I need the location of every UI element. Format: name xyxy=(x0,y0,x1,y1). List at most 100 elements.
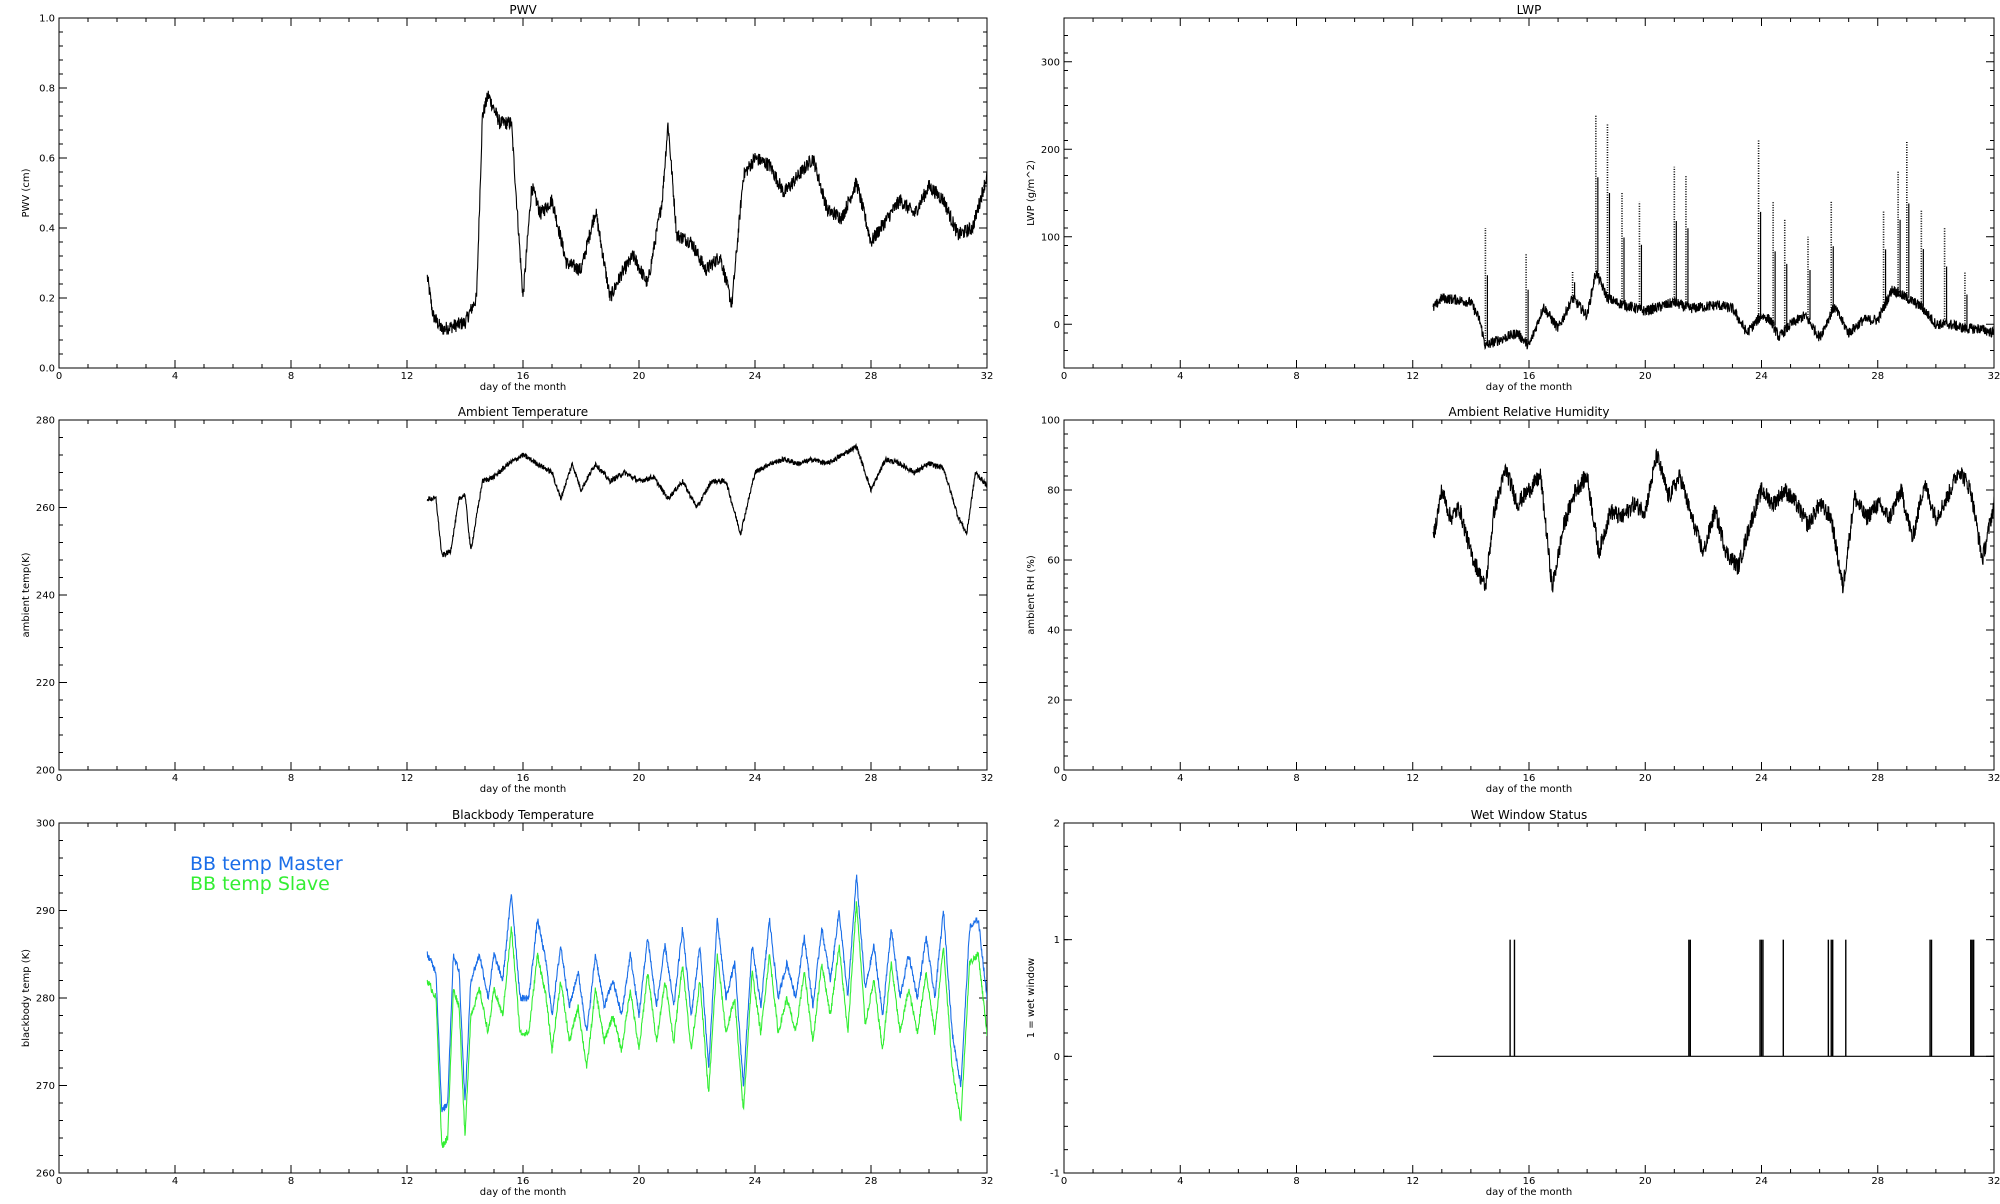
x-tick-label: 24 xyxy=(749,1176,762,1187)
y-tick-label: 300 xyxy=(1041,57,1060,68)
chart-title: Ambient Temperature xyxy=(458,405,588,419)
x-tick-label: 8 xyxy=(1293,773,1299,784)
x-tick-label: 32 xyxy=(1988,371,2000,382)
x-axis-label: day of the month xyxy=(1486,382,1572,393)
y-tick-label: 260 xyxy=(36,503,55,514)
y-tick-label: 1.0 xyxy=(39,14,55,25)
plot-frame xyxy=(1063,822,1995,1174)
y-tick-label: 100 xyxy=(1041,232,1060,243)
plot-frame xyxy=(58,419,988,771)
x-axis-label: day of the month xyxy=(1486,1187,1572,1198)
plot-area xyxy=(426,874,987,1148)
y-tick-label: 0.6 xyxy=(39,154,55,165)
x-tick-label: 4 xyxy=(1177,371,1183,382)
x-tick-label: 4 xyxy=(172,371,178,382)
y-axis-label: PWV (cm) xyxy=(21,168,32,217)
series-line-0 xyxy=(1432,448,1994,594)
legend-entry-0: BB temp Master xyxy=(190,853,343,875)
chart-title: Blackbody Temperature xyxy=(452,808,594,822)
plot-area xyxy=(1432,448,1994,594)
x-axis-label: day of the month xyxy=(480,382,566,393)
series-line-1 xyxy=(426,901,987,1148)
x-tick-label: 16 xyxy=(517,1176,530,1187)
y-tick-label: 220 xyxy=(36,678,55,689)
chart-title: Wet Window Status xyxy=(1471,808,1587,822)
y-tick-label: 60 xyxy=(1047,556,1060,567)
series-line-0 xyxy=(426,90,987,335)
panel-wet: Wet Window Status day of the month 1 = wet… xyxy=(1026,808,2000,1198)
y-axis-label: 1 = wet window xyxy=(1026,958,1037,1038)
y-tick-label: 2 xyxy=(1054,819,1060,830)
x-tick-label: 32 xyxy=(981,1176,994,1187)
y-tick-label: 0.8 xyxy=(39,84,55,95)
x-axis-label: day of the month xyxy=(480,1187,566,1198)
x-tick-label: 20 xyxy=(633,773,646,784)
panel-rh: Ambient Relative Humidity day of the mont… xyxy=(1026,405,2000,795)
x-tick-label: 32 xyxy=(1988,773,2000,784)
plot-frame xyxy=(1063,17,1995,369)
series-line-0 xyxy=(426,874,987,1113)
x-tick-label: 0 xyxy=(56,371,62,382)
plot-area xyxy=(426,90,987,335)
x-tick-label: 4 xyxy=(1177,773,1183,784)
x-tick-label: 28 xyxy=(1871,1176,1884,1187)
x-tick-label: 8 xyxy=(288,1176,294,1187)
y-tick-label: 100 xyxy=(1041,416,1060,427)
x-tick-label: 12 xyxy=(1406,1176,1419,1187)
y-axis-label: LWP (g/m^2) xyxy=(1026,160,1037,226)
x-tick-label: 24 xyxy=(749,773,762,784)
y-axis-label: ambient RH (%) xyxy=(1026,555,1037,635)
y-tick-label: 200 xyxy=(1041,145,1060,156)
y-tick-label: 20 xyxy=(1047,696,1060,707)
x-tick-label: 20 xyxy=(1639,1176,1652,1187)
x-tick-label: 20 xyxy=(1639,773,1652,784)
x-tick-label: 28 xyxy=(1871,773,1884,784)
x-tick-label: 32 xyxy=(1988,1176,2000,1187)
y-tick-label: 240 xyxy=(36,591,55,602)
y-tick-label: 0 xyxy=(1054,1052,1060,1063)
x-tick-label: 16 xyxy=(517,773,530,784)
y-tick-label: 260 xyxy=(36,1169,55,1180)
y-tick-label: 300 xyxy=(36,819,55,830)
y-tick-label: 80 xyxy=(1047,486,1060,497)
x-tick-label: 28 xyxy=(865,773,878,784)
x-tick-label: 32 xyxy=(981,773,994,784)
x-tick-label: 0 xyxy=(1061,371,1067,382)
x-tick-label: 24 xyxy=(1755,1176,1768,1187)
x-tick-label: 16 xyxy=(1523,773,1536,784)
x-tick-label: 0 xyxy=(1061,773,1067,784)
panel-temp: Ambient Temperature day of the month ambie… xyxy=(21,405,993,795)
y-tick-label: 40 xyxy=(1047,626,1060,637)
series-line-0 xyxy=(1432,270,1994,350)
x-tick-label: 20 xyxy=(633,1176,646,1187)
x-tick-label: 8 xyxy=(288,773,294,784)
y-axis-label: ambient temp(K) xyxy=(21,552,32,637)
plot-area xyxy=(1433,939,1994,1057)
series-line-0 xyxy=(426,442,987,558)
chart-title: LWP xyxy=(1517,3,1542,17)
x-tick-label: 16 xyxy=(517,371,530,382)
x-tick-label: 20 xyxy=(1639,371,1652,382)
y-tick-label: 1 xyxy=(1054,935,1060,946)
x-axis-label: day of the month xyxy=(1486,784,1572,795)
x-tick-label: 16 xyxy=(1523,371,1536,382)
x-tick-label: 4 xyxy=(172,1176,178,1187)
plot-frame xyxy=(1063,419,1995,771)
y-tick-label: 200 xyxy=(36,766,55,777)
y-tick-label: 0.4 xyxy=(39,224,55,235)
panel-bb: Blackbody Temperature day of the month bla… xyxy=(21,808,993,1198)
x-tick-label: 24 xyxy=(1755,773,1768,784)
y-tick-label: 0.0 xyxy=(39,364,55,375)
x-tick-label: 0 xyxy=(56,773,62,784)
x-tick-label: 0 xyxy=(56,1176,62,1187)
x-tick-label: 8 xyxy=(1293,371,1299,382)
x-tick-label: 12 xyxy=(401,1176,414,1187)
chart-title: PWV xyxy=(509,3,537,17)
y-tick-label: 0 xyxy=(1054,766,1060,777)
x-tick-label: 28 xyxy=(865,1176,878,1187)
y-axis-label: blackbody temp (K) xyxy=(21,949,32,1047)
y-tick-label: 290 xyxy=(36,906,55,917)
x-tick-label: 12 xyxy=(401,371,414,382)
